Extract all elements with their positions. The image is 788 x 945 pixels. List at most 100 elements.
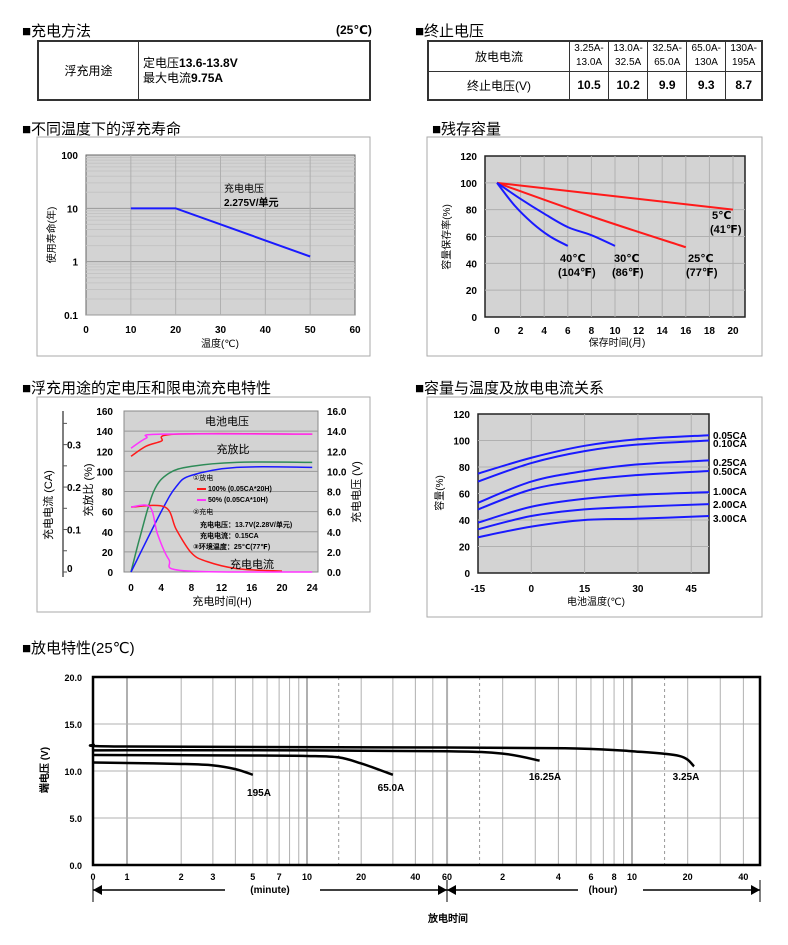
voltage-axis-title: 充电电压 (V) [349,461,363,523]
arrowhead [751,885,760,895]
y-tick-label: 10.0 [64,767,82,777]
series-label: (41℉) [710,224,742,236]
y-tick-label: 100 [61,151,78,162]
x-tick-label-hour: 6 [588,872,593,882]
discharge-characteristics-title: ■放电特性(25℃) [22,640,135,657]
y-right-tick-label: 2.0 [327,548,341,559]
legend-text: 充电电流：0.15CA [200,531,259,540]
y-tick-label: 1 [72,258,78,269]
series-label: 2.00CA [713,500,747,511]
legend-text: 50% (0.05CA*10H) [208,497,268,504]
y-axis-title: 容量保存率(%) [440,204,453,270]
series-label: 0.25CA [713,458,747,469]
y-tick-label: 10 [67,204,79,215]
y-axis-title: 使用寿命(年) [45,207,58,264]
x-tick-label-minute: 40 [410,872,420,882]
y-tick-label: 80 [466,206,478,217]
x-tick-label-hour: 4 [556,872,561,882]
x-tick-label: 10 [125,325,137,336]
x-tick-label: 6 [565,326,571,337]
series-label: (104℉) [558,267,596,279]
series-line-voltage [130,433,313,449]
x-tick-label: 16 [246,583,258,594]
charging-spec-cell: 定电压13.6-13.8V 最大电流9.75A [138,40,371,101]
legend-text: ②充电 [193,507,213,516]
end-voltage-value: 8.7 [725,70,763,101]
legend-text: 100% (0.05CA*20H) [208,486,272,493]
x-tick-label: 4 [158,583,164,594]
series-line [496,182,616,247]
x-tick-label: 60 [349,325,361,336]
float-life-title: ■不同温度下的浮充寿命 [22,121,182,138]
x-axis-title: 电池温度(℃) [567,595,625,608]
current-range-cell: 13.0A- 32.5A [608,40,649,72]
y-tick-label: 20 [102,548,114,559]
end-voltage-value: 9.9 [647,70,688,101]
series-line [496,181,687,249]
series-label: 0.50CA [713,467,747,478]
x-tick-label: 16 [680,326,692,337]
x-tick-label: 0 [494,326,500,337]
y-right-tick-label: 4.0 [327,528,341,539]
x-tick-label-minute: 20 [356,872,366,882]
end-voltage-title: ■终止电压 [415,23,485,40]
end-voltage-value: 10.2 [608,70,649,101]
x-tick-label-minute: 3 [210,872,215,882]
series-label: 16.25A [529,772,561,783]
arrowhead [93,885,102,895]
series-label: 40℃ [560,253,586,265]
series-label: 0.05CA [713,431,747,442]
series-label: (86℉) [612,267,644,279]
y-tick-label: 40 [459,516,471,527]
series-label: 195A [247,788,271,799]
y-right-tick-label: 0.0 [327,568,341,579]
range-from: 130A- [730,43,757,55]
x-axis-title: 温度(℃) [201,337,239,350]
legend-text: ①放电 [193,473,213,482]
x-tick-label: 30 [215,325,227,336]
series-line-ratio [130,461,313,573]
y-tick-label: 140 [96,427,113,438]
annotation: 2.275V/单元 [224,196,278,209]
y-tick-label: 15.0 [64,720,82,730]
current-tick-label: 0.3 [67,441,81,452]
y-tick-label: 160 [96,407,113,418]
x-tick-label: 0 [83,325,89,336]
series-line [92,749,540,762]
y-tick-label: 120 [453,410,470,421]
discharge-current-label: 放电电流 [427,40,570,72]
y-axis-title: 端电压 (V) [38,747,51,793]
y-tick-label: 60 [466,233,478,244]
x-tick-label: 12 [633,326,645,337]
current-label: 最大电流 [143,70,192,85]
y-tick-label: 100 [96,467,113,478]
annotation: 充放比 [217,442,250,456]
temperature-note: (25℃) [336,23,372,37]
series-label: 1.00CA [713,487,747,498]
series-label: 65.0A [378,783,405,794]
x-tick-label: 50 [305,325,317,336]
arrowhead [438,885,447,895]
charging-method-title: ■充电方法 [22,23,92,40]
y-tick-label: 100 [453,437,470,448]
y-tick-label: 0.0 [69,861,82,871]
x-tick-label-hour: 40 [738,872,748,882]
series-line [477,459,710,504]
y-tick-label: 20 [459,543,471,554]
y-tick-label: 5.0 [69,814,82,824]
y-axis-title: 容量(%) [433,475,446,511]
x-axis-title: 充电时间(H) [192,594,251,608]
current-value: 9.75A [191,70,224,85]
series-line-ratio [130,466,313,573]
y-tick-label: 80 [459,463,471,474]
x-tick-label-hour: 10 [627,872,637,882]
series-label: 3.25A [673,772,700,783]
range-from: 32.5A- [652,43,682,55]
x-axis-title: 保存时间(月) [589,336,646,349]
end-voltage-label: 终止电压(V) [427,70,570,101]
x-tick-label-minute: 10 [302,872,312,882]
y-right-tick-label: 16.0 [327,407,347,418]
x-tick-label-minute: 2 [179,872,184,882]
x-tick-label: 15 [579,584,591,595]
y-tick-label: 120 [96,447,113,458]
